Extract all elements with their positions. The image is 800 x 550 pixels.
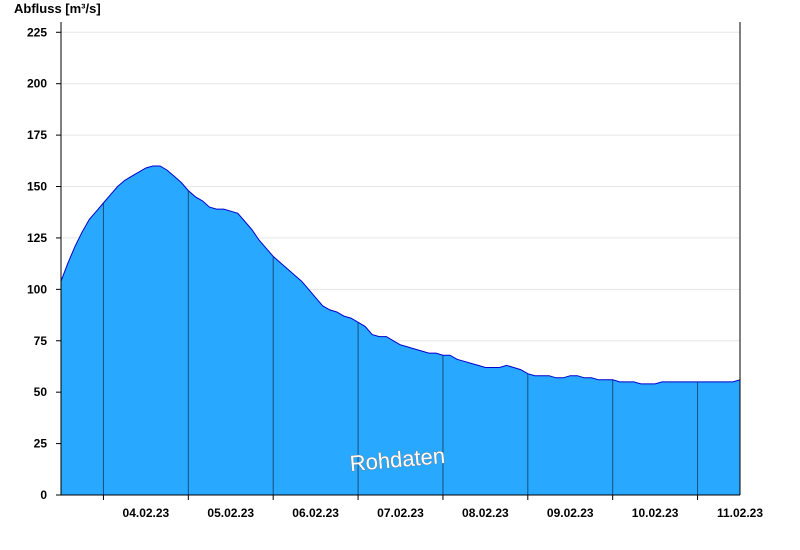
discharge-area	[61, 166, 740, 495]
x-tick-label-6: 10.02.23	[632, 506, 679, 520]
y-tick-label-175: 175	[27, 128, 47, 142]
x-tick-label-1: 05.02.23	[207, 506, 254, 520]
x-tick-label-5: 09.02.23	[547, 506, 594, 520]
axes	[56, 22, 741, 500]
y-tick-label-75: 75	[34, 334, 48, 348]
x-tick-label-0: 04.02.23	[123, 506, 170, 520]
y-tick-labels: 0 25 50 75 100 125 150 175 200 225	[27, 25, 47, 502]
x-tick-labels: 04.02.23 05.02.23 06.02.23 07.02.23 08.02.23…	[123, 506, 764, 520]
day-boundary-lines	[102, 190, 699, 495]
y-axis-title: Abfluss [m³/s]	[14, 1, 101, 16]
x-tick-label-7: 11.02.23	[717, 506, 763, 520]
x-tick-label-2: 06.02.23	[292, 506, 339, 520]
y-tick-label-150: 150	[27, 180, 47, 194]
y-tick-label-25: 25	[34, 437, 48, 451]
y-tick-label-50: 50	[34, 385, 48, 399]
x-tick-label-4: 08.02.23	[462, 506, 509, 520]
x-tick-label-3: 07.02.23	[377, 506, 424, 520]
y-tick-label-225: 225	[27, 25, 47, 39]
y-tick-label-125: 125	[27, 231, 47, 245]
y-tick-label-0: 0	[40, 488, 47, 502]
y-tick-label-200: 200	[27, 77, 47, 91]
y-tick-label-100: 100	[27, 282, 47, 296]
discharge-line	[60, 165, 741, 385]
